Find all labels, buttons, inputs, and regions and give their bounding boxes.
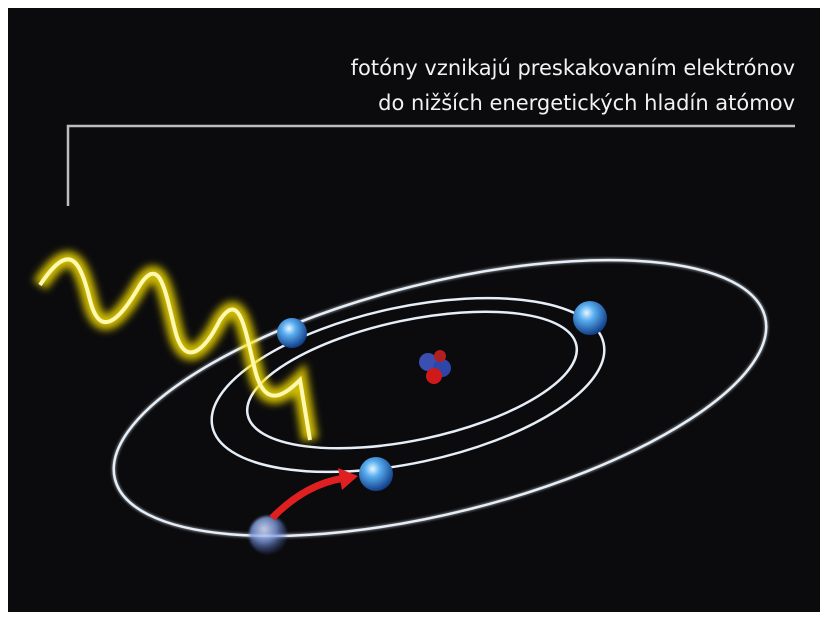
nucleus — [419, 350, 451, 384]
electron — [277, 318, 307, 348]
electron — [359, 457, 393, 491]
jump-arrow — [269, 468, 358, 521]
orbits — [111, 258, 769, 538]
caption-line: fotóny vznikajú preskakovaním elektrónov — [351, 56, 795, 80]
caption-line: do nižších energetických hladín atómov — [378, 91, 795, 115]
electron — [573, 301, 607, 335]
electron-faded — [249, 516, 287, 554]
pointer-line — [66, 124, 795, 206]
photon-wave — [33, 251, 318, 442]
